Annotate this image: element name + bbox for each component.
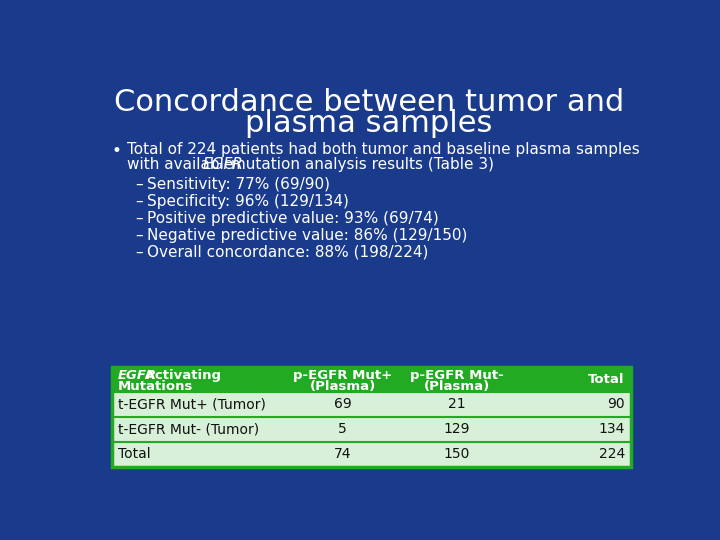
Text: (Plasma): (Plasma) [424, 380, 490, 393]
FancyBboxPatch shape [112, 367, 631, 392]
Text: mutation analysis results (Table 3): mutation analysis results (Table 3) [225, 157, 494, 172]
Text: p-EGFR Mut+: p-EGFR Mut+ [293, 369, 392, 382]
Text: 74: 74 [334, 447, 351, 461]
Text: Concordance between tumor and: Concordance between tumor and [114, 88, 624, 117]
Text: t-EGFR Mut+ (Tumor): t-EGFR Mut+ (Tumor) [118, 397, 266, 411]
Text: Total: Total [118, 447, 150, 461]
Text: 129: 129 [444, 422, 470, 436]
Text: •: • [112, 142, 122, 160]
Text: Negative predictive value: 86% (129/150): Negative predictive value: 86% (129/150) [148, 228, 468, 243]
Text: Total: Total [588, 373, 625, 386]
Text: 224: 224 [598, 447, 625, 461]
Text: Specificity: 96% (129/134): Specificity: 96% (129/134) [148, 194, 349, 209]
Text: 134: 134 [598, 422, 625, 436]
Text: t-EGFR Mut- (Tumor): t-EGFR Mut- (Tumor) [118, 422, 259, 436]
Text: –: – [135, 177, 143, 192]
Text: 21: 21 [448, 397, 466, 411]
Text: Sensitivity: 77% (69/90): Sensitivity: 77% (69/90) [148, 177, 330, 192]
Text: 90: 90 [607, 397, 625, 411]
Text: Mutations: Mutations [118, 380, 193, 393]
Text: EGFR: EGFR [118, 369, 157, 382]
Text: –: – [135, 194, 143, 209]
Text: Activating: Activating [140, 369, 221, 382]
Text: with available: with available [127, 157, 238, 172]
Text: Positive predictive value: 93% (69/74): Positive predictive value: 93% (69/74) [148, 211, 439, 226]
Text: Total of 224 patients had both tumor and baseline plasma samples: Total of 224 patients had both tumor and… [127, 142, 640, 157]
Text: 150: 150 [444, 447, 470, 461]
FancyBboxPatch shape [112, 417, 631, 442]
FancyBboxPatch shape [112, 442, 631, 467]
Text: 5: 5 [338, 422, 347, 436]
Text: –: – [135, 245, 143, 260]
Text: plasma samples: plasma samples [246, 110, 492, 138]
Text: Overall concordance: 88% (198/224): Overall concordance: 88% (198/224) [148, 245, 428, 260]
FancyBboxPatch shape [112, 392, 631, 417]
Text: (Plasma): (Plasma) [310, 380, 376, 393]
Text: p-EGFR Mut-: p-EGFR Mut- [410, 369, 504, 382]
Text: 69: 69 [334, 397, 351, 411]
Text: –: – [135, 228, 143, 243]
Text: EGFR: EGFR [202, 157, 243, 172]
Text: –: – [135, 211, 143, 226]
